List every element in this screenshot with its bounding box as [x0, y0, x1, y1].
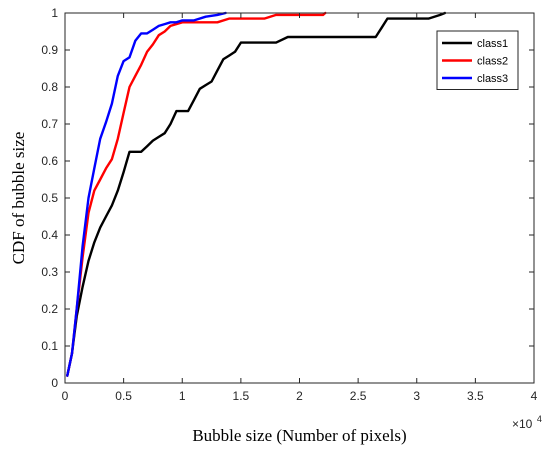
y-tick-label: 0.6	[41, 154, 58, 168]
y-tick-label: 0.1	[41, 339, 58, 353]
x-axis: 0 0.5 1 1.5 2 2.5 3 3.5 4	[62, 13, 538, 403]
x-tick-label: 3.5	[467, 389, 484, 403]
y-axis: 0 0.1 0.2 0.3 0.4 0.5 0.6 0.7 0.8 0.9 1	[41, 6, 534, 390]
x-tick-label: 1.5	[233, 389, 250, 403]
x-tick-label: 0.5	[115, 389, 132, 403]
y-tick-label: 1	[51, 6, 58, 20]
series-line-class3	[66, 11, 227, 377]
x-axis-multiplier: ×10 4	[512, 414, 542, 432]
x-axis-label: Bubble size (Number of pixels)	[192, 426, 406, 445]
y-tick-label: 0.8	[41, 80, 58, 94]
series-line-class2	[66, 11, 327, 377]
legend-label-class3: class3	[477, 73, 508, 85]
y-tick-label: 0.3	[41, 265, 58, 279]
x-axis-multiplier-exponent: 4	[537, 414, 542, 424]
y-tick-label: 0.4	[41, 228, 58, 242]
y-axis-label: CDF of bubble size	[9, 132, 28, 265]
y-tick-label: 0.7	[41, 117, 58, 131]
legend-label-class1: class1	[477, 38, 508, 50]
x-tick-label: 1	[179, 389, 186, 403]
y-tick-label: 0	[51, 376, 58, 390]
x-tick-label: 2	[296, 389, 303, 403]
x-tick-label: 0	[62, 389, 69, 403]
x-axis-multiplier-base: ×10	[512, 417, 533, 431]
x-tick-label: 2.5	[350, 389, 367, 403]
y-tick-label: 0.5	[41, 191, 58, 205]
legend: class1 class2 class3	[436, 30, 519, 90]
series-line-class1	[66, 11, 447, 377]
y-tick-label: 0.2	[41, 302, 58, 316]
y-tick-label: 0.9	[41, 43, 58, 57]
x-tick-label: 3	[413, 389, 420, 403]
legend-label-class2: class2	[477, 56, 508, 68]
x-tick-label: 4	[531, 389, 538, 403]
series-layer	[66, 11, 447, 377]
